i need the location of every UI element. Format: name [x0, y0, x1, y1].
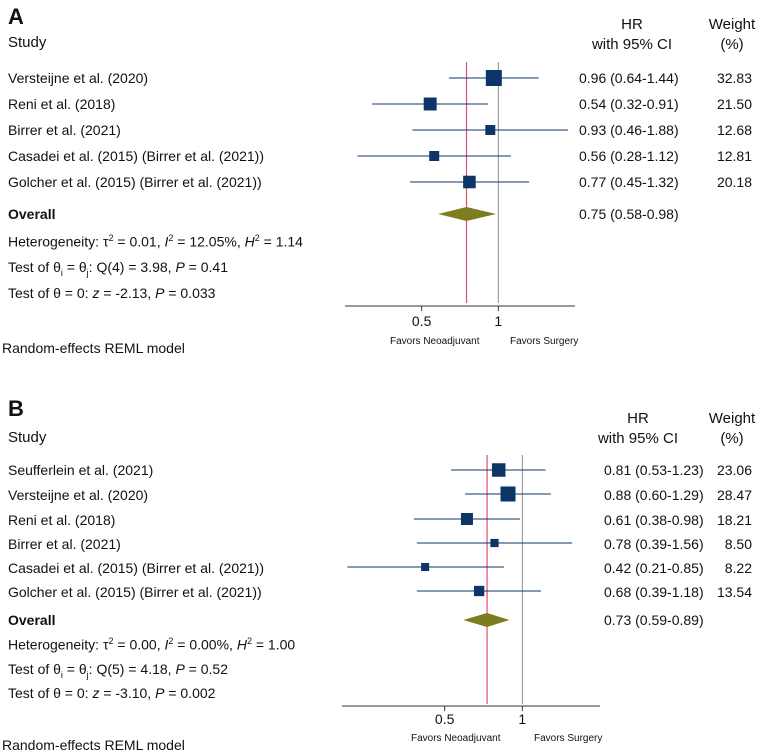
study-name: Casadei et al. (2015) (Birrer et al. (20…: [8, 148, 264, 164]
q-test: Test of θi = θj: Q(4) = 3.98, P = 0.41: [8, 259, 228, 278]
study-hr: 0.81 (0.53-1.23): [604, 462, 704, 478]
q-test: Test of θi = θj: Q(5) = 4.18, P = 0.52: [8, 661, 228, 680]
study-weight: 20.18: [716, 174, 752, 190]
x-tick-label: 1: [494, 313, 502, 329]
study-hr: 0.88 (0.60-1.29): [604, 487, 704, 503]
study-hr: 0.93 (0.46-1.88): [579, 122, 679, 138]
study-name: Casadei et al. (2015) (Birrer et al. (20…: [8, 560, 264, 576]
favors-right-label: Favors Surgery: [534, 733, 603, 744]
study-hr: 0.77 (0.45-1.32): [579, 174, 679, 190]
model-label: Random-effects REML model: [2, 340, 185, 356]
study-name: Versteijne et al. (2020): [8, 70, 149, 86]
study-weight: 28.47: [716, 487, 752, 503]
study-hr: 0.61 (0.38-0.98): [604, 512, 704, 528]
study-weight: 12.81: [716, 148, 752, 164]
study-hr: 0.54 (0.32-0.91): [579, 96, 679, 112]
x-tick-label: 0.5: [435, 711, 455, 727]
panel-label: A: [8, 4, 24, 29]
study-name: Reni et al. (2018): [8, 512, 116, 528]
study-weight: 21.50: [716, 96, 752, 112]
favors-right-label: Favors Surgery: [510, 336, 579, 347]
study-hr: 0.96 (0.64-1.44): [579, 70, 679, 86]
study-weight: 8.50: [724, 536, 752, 552]
overall-hr: 0.73 (0.59-0.89): [604, 612, 704, 628]
overall-diamond: [463, 613, 510, 627]
z-test: Test of θ = 0: z = -2.13, P = 0.033: [8, 285, 216, 301]
study-marker: [460, 513, 473, 525]
study-name: Golcher et al. (2015) (Birrer et al. (20…: [8, 584, 262, 600]
study-marker: [421, 562, 430, 572]
weight-unit-header: (%): [720, 36, 744, 53]
study-name: Seufferlein et al. (2021): [8, 462, 154, 478]
study-hr: 0.78 (0.39-1.56): [604, 536, 704, 552]
study-hr: 0.42 (0.21-0.85): [604, 560, 704, 576]
study-marker: [485, 70, 502, 86]
heterogeneity-stats: Heterogeneity: τ2 = 0.01, I2 = 12.05%, H…: [8, 233, 303, 250]
study-hr: 0.56 (0.28-1.12): [579, 148, 679, 164]
study-weight: 12.68: [716, 122, 752, 138]
study-marker: [490, 538, 499, 548]
study-weight: 18.21: [716, 512, 752, 528]
study-marker: [491, 463, 506, 477]
weight-unit-header: (%): [720, 430, 744, 447]
study-marker: [429, 151, 440, 161]
study-weight: 8.22: [724, 560, 752, 576]
study-name: Golcher et al. (2015) (Birrer et al. (20…: [8, 174, 262, 190]
study-weight: 32.83: [716, 70, 752, 86]
weight-column-header: Weight: [708, 16, 756, 33]
study-hr: 0.68 (0.39-1.18): [604, 584, 704, 600]
ci-column-header: with 95% CI: [597, 430, 679, 447]
study-marker: [423, 97, 437, 111]
panel-label: B: [8, 396, 24, 421]
study-weight: 13.54: [716, 584, 752, 600]
study-column-header: Study: [8, 429, 47, 446]
study-column-header: Study: [8, 34, 47, 51]
study-marker: [485, 125, 496, 135]
z-test: Test of θ = 0: z = -3.10, P = 0.002: [8, 685, 216, 701]
weight-column-header: Weight: [708, 410, 756, 427]
overall-label: Overall: [8, 206, 56, 222]
ci-column-header: with 95% CI: [591, 36, 673, 53]
hr-column-header: HR: [627, 410, 649, 427]
study-weight: 23.06: [716, 462, 752, 478]
overall-label: Overall: [8, 612, 56, 628]
study-marker: [463, 175, 476, 189]
study-name: Versteijne et al. (2020): [8, 487, 149, 503]
study-marker: [500, 486, 516, 502]
overall-hr: 0.75 (0.58-0.98): [579, 206, 679, 222]
overall-diamond: [438, 207, 497, 221]
model-label: Random-effects REML model: [2, 737, 185, 753]
x-tick-label: 0.5: [412, 313, 432, 329]
study-marker: [473, 585, 485, 597]
study-name: Birrer et al. (2021): [8, 122, 121, 138]
x-tick-label: 1: [518, 711, 526, 727]
favors-left-label: Favors Neoadjuvant: [411, 733, 501, 744]
study-name: Reni et al. (2018): [8, 96, 116, 112]
study-name: Birrer et al. (2021): [8, 536, 121, 552]
hr-column-header: HR: [621, 16, 643, 33]
heterogeneity-stats: Heterogeneity: τ2 = 0.00, I2 = 0.00%, H2…: [8, 636, 296, 653]
favors-left-label: Favors Neoadjuvant: [390, 336, 480, 347]
